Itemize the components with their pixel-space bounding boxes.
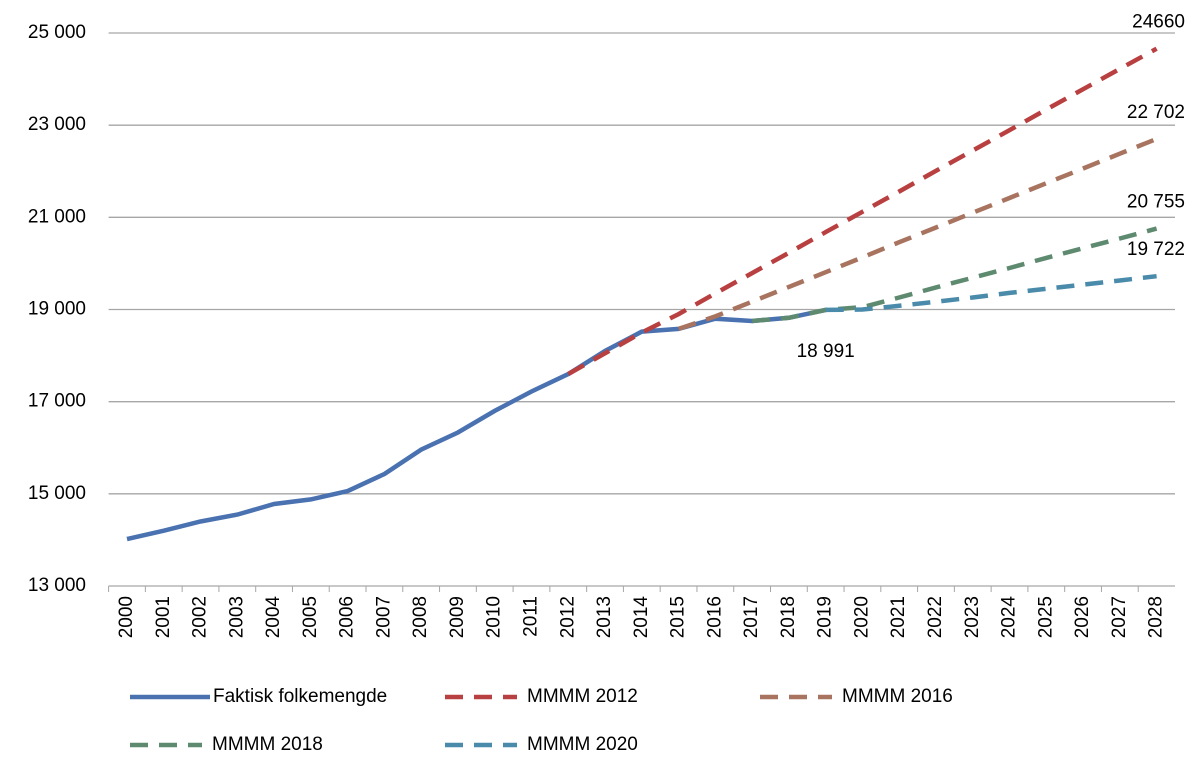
x-tick-label: 2006 [337,596,358,638]
x-tick-label: 2017 [741,596,762,638]
x-tick-label: 2003 [226,596,247,638]
y-tick-label: 23 000 [28,114,86,135]
x-tick-label: 2016 [704,596,725,638]
x-tick-label: 2009 [447,596,468,638]
y-tick-label: 19 000 [28,299,86,320]
data-label: 20 755 [1127,192,1185,213]
series-line [126,307,827,542]
y-tick-label: 17 000 [28,391,86,412]
x-tick-label: 2019 [815,596,836,638]
y-tick-label: 15 000 [28,483,86,504]
legend-label: MMMM 2020 [527,734,638,755]
x-tick-label: 2004 [263,596,284,639]
x-tick-label: 2002 [190,596,211,638]
x-tick-label: 2013 [594,596,615,638]
series-line [751,226,1158,324]
legend-label: MMMM 2012 [527,686,638,707]
data-label: 24660 [1132,12,1185,33]
legend-label: Faktisk folkemengde [213,686,387,707]
x-tick-label: 2021 [888,596,909,638]
y-tick-label: 21 000 [28,206,86,227]
x-tick-label: 2007 [373,596,394,638]
series-line [677,136,1158,332]
legend-label: MMMM 2018 [212,734,323,755]
x-tick-label: 2025 [1035,596,1056,638]
x-tick-label: 2023 [962,596,983,638]
data-label: 22 702 [1127,102,1185,123]
x-tick-label: 2000 [116,596,137,638]
y-tick-label: 13 000 [28,575,86,596]
data-label: 19 722 [1127,239,1185,260]
x-tick-label: 2026 [1072,596,1093,638]
x-tick-label: 2018 [778,596,799,638]
x-tick-label: 2015 [668,596,689,638]
x-tick-label: 2011 [520,596,541,637]
x-tick-label: 2024 [999,596,1020,639]
series-line [567,46,1158,376]
x-tick-label: 2010 [484,596,505,638]
x-tick-label: 2027 [1109,596,1130,638]
x-tick-label: 2012 [557,596,578,638]
x-tick-label: 2005 [300,596,321,638]
x-tick-label: 2014 [631,596,652,639]
series-line [825,273,1157,313]
x-tick-label: 2022 [925,596,946,638]
x-tick-label: 2020 [851,596,872,638]
x-tick-label: 2008 [410,596,431,638]
legend-label: MMMM 2016 [842,686,953,707]
x-tick-label: 2028 [1146,596,1167,638]
y-tick-label: 25 000 [28,22,86,43]
data-label: 18 991 [797,341,855,362]
x-tick-label: 2001 [153,596,174,638]
